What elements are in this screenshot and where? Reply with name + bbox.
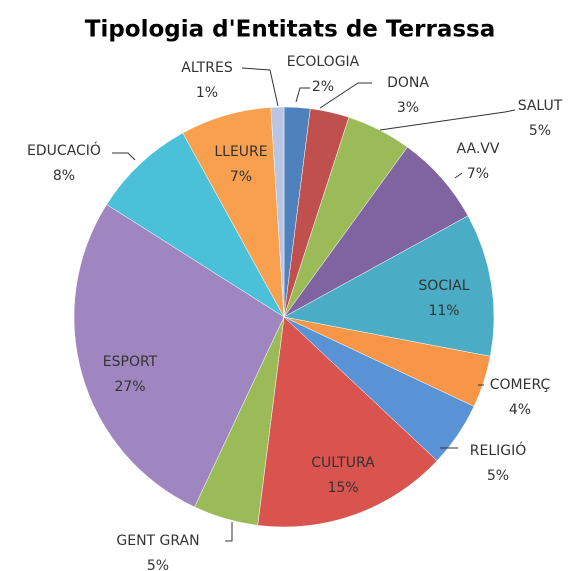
slice-label: GENT GRAN (116, 533, 199, 549)
pie-slice (257, 316, 438, 528)
slice-label: AA.VV (457, 141, 500, 157)
slice-value-label: 3% (397, 100, 419, 116)
slice-value-label: 15% (327, 480, 358, 496)
leader-line (241, 67, 279, 107)
slice-label: SALUT (518, 98, 563, 114)
pie-slice (73, 204, 285, 508)
leader-lines (112, 67, 516, 542)
slice-value-label: 11% (428, 303, 459, 319)
slice-value-label: 5% (147, 558, 169, 571)
leader-line (454, 172, 463, 179)
leader-line (319, 82, 372, 109)
slice-label: LLEURE (214, 144, 267, 160)
slice-label: ECOLOGIA (287, 54, 360, 70)
slice-label: EDUCACIÓ (27, 141, 101, 159)
slice-label: RELIGIÓ (470, 441, 527, 459)
slice-value-label: 5% (487, 468, 509, 484)
chart-title: Tipologia d'Entitats de Terrassa (85, 17, 496, 43)
leader-line (225, 522, 233, 542)
slice-value-label: 5% (529, 123, 551, 139)
slice-value-label: 4% (509, 402, 531, 418)
slice-value-label: 27% (114, 379, 145, 395)
slice-value-label: 7% (230, 169, 252, 185)
leader-line (379, 109, 516, 131)
pie-slice (283, 215, 495, 357)
slice-label: CULTURA (311, 455, 375, 471)
leader-line (295, 87, 310, 103)
leader-line (112, 152, 136, 161)
slice-label: SOCIAL (418, 278, 469, 294)
slice-value-label: 7% (467, 166, 489, 182)
slice-value-label: 2% (312, 79, 334, 95)
slice-label: ALTRES (181, 60, 233, 76)
slice-value-label: 8% (53, 168, 75, 184)
pie-slice (270, 106, 285, 318)
slice-label: COMERÇ (490, 377, 551, 393)
slice-label: DONA (387, 75, 429, 91)
slice-value-label: 1% (196, 85, 218, 101)
slice-label: ESPORT (103, 354, 158, 370)
pie-slice (106, 132, 285, 318)
